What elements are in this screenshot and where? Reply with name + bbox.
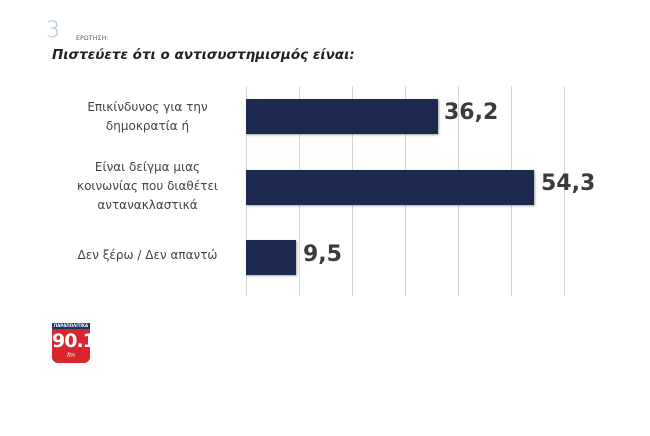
bar — [246, 240, 296, 275]
bar — [246, 170, 534, 205]
category-line: Επικίνδυνος για την — [87, 100, 208, 114]
category-label: Είναι δείγμα μιας κοινωνίας που διαθέτει… — [60, 158, 235, 215]
logo-suffix: fm — [67, 352, 75, 359]
gridline — [564, 86, 565, 296]
bar — [246, 99, 438, 134]
category-line: κοινωνίας που διαθέτει — [77, 179, 218, 193]
logo-top-text: ΠΑΡΑΠΟΛΙΤΙΚΑ — [52, 323, 90, 329]
logo-body: 90.1 fm — [52, 329, 96, 363]
radio-logo: ΠΑΡΑΠΟΛΙΤΙΚΑ 90.1 fm — [52, 323, 96, 363]
value-label: 54,3 — [541, 171, 596, 196]
logo-number: 90.1 — [52, 330, 96, 352]
category-line: αντανακλαστικά — [97, 198, 198, 212]
chart-title: Πιστεύετε ότι ο αντισυστημισμός είναι: — [52, 47, 355, 63]
category-line: Είναι δείγμα μιας — [94, 160, 201, 174]
category-label: Δεν ξέρω / Δεν απαντώ — [60, 246, 235, 265]
category-label: Επικίνδυνος για την δημοκρατία ή — [60, 98, 235, 136]
category-line: δημοκρατία ή — [105, 119, 190, 133]
value-label: 9,5 — [303, 242, 342, 267]
question-number: 3 — [46, 18, 60, 43]
category-line: Δεν ξέρω / Δεν απαντώ — [77, 248, 218, 262]
value-label: 36,2 — [444, 100, 499, 125]
question-label: ΕΡΩΤΗΣΗ: — [76, 35, 109, 42]
